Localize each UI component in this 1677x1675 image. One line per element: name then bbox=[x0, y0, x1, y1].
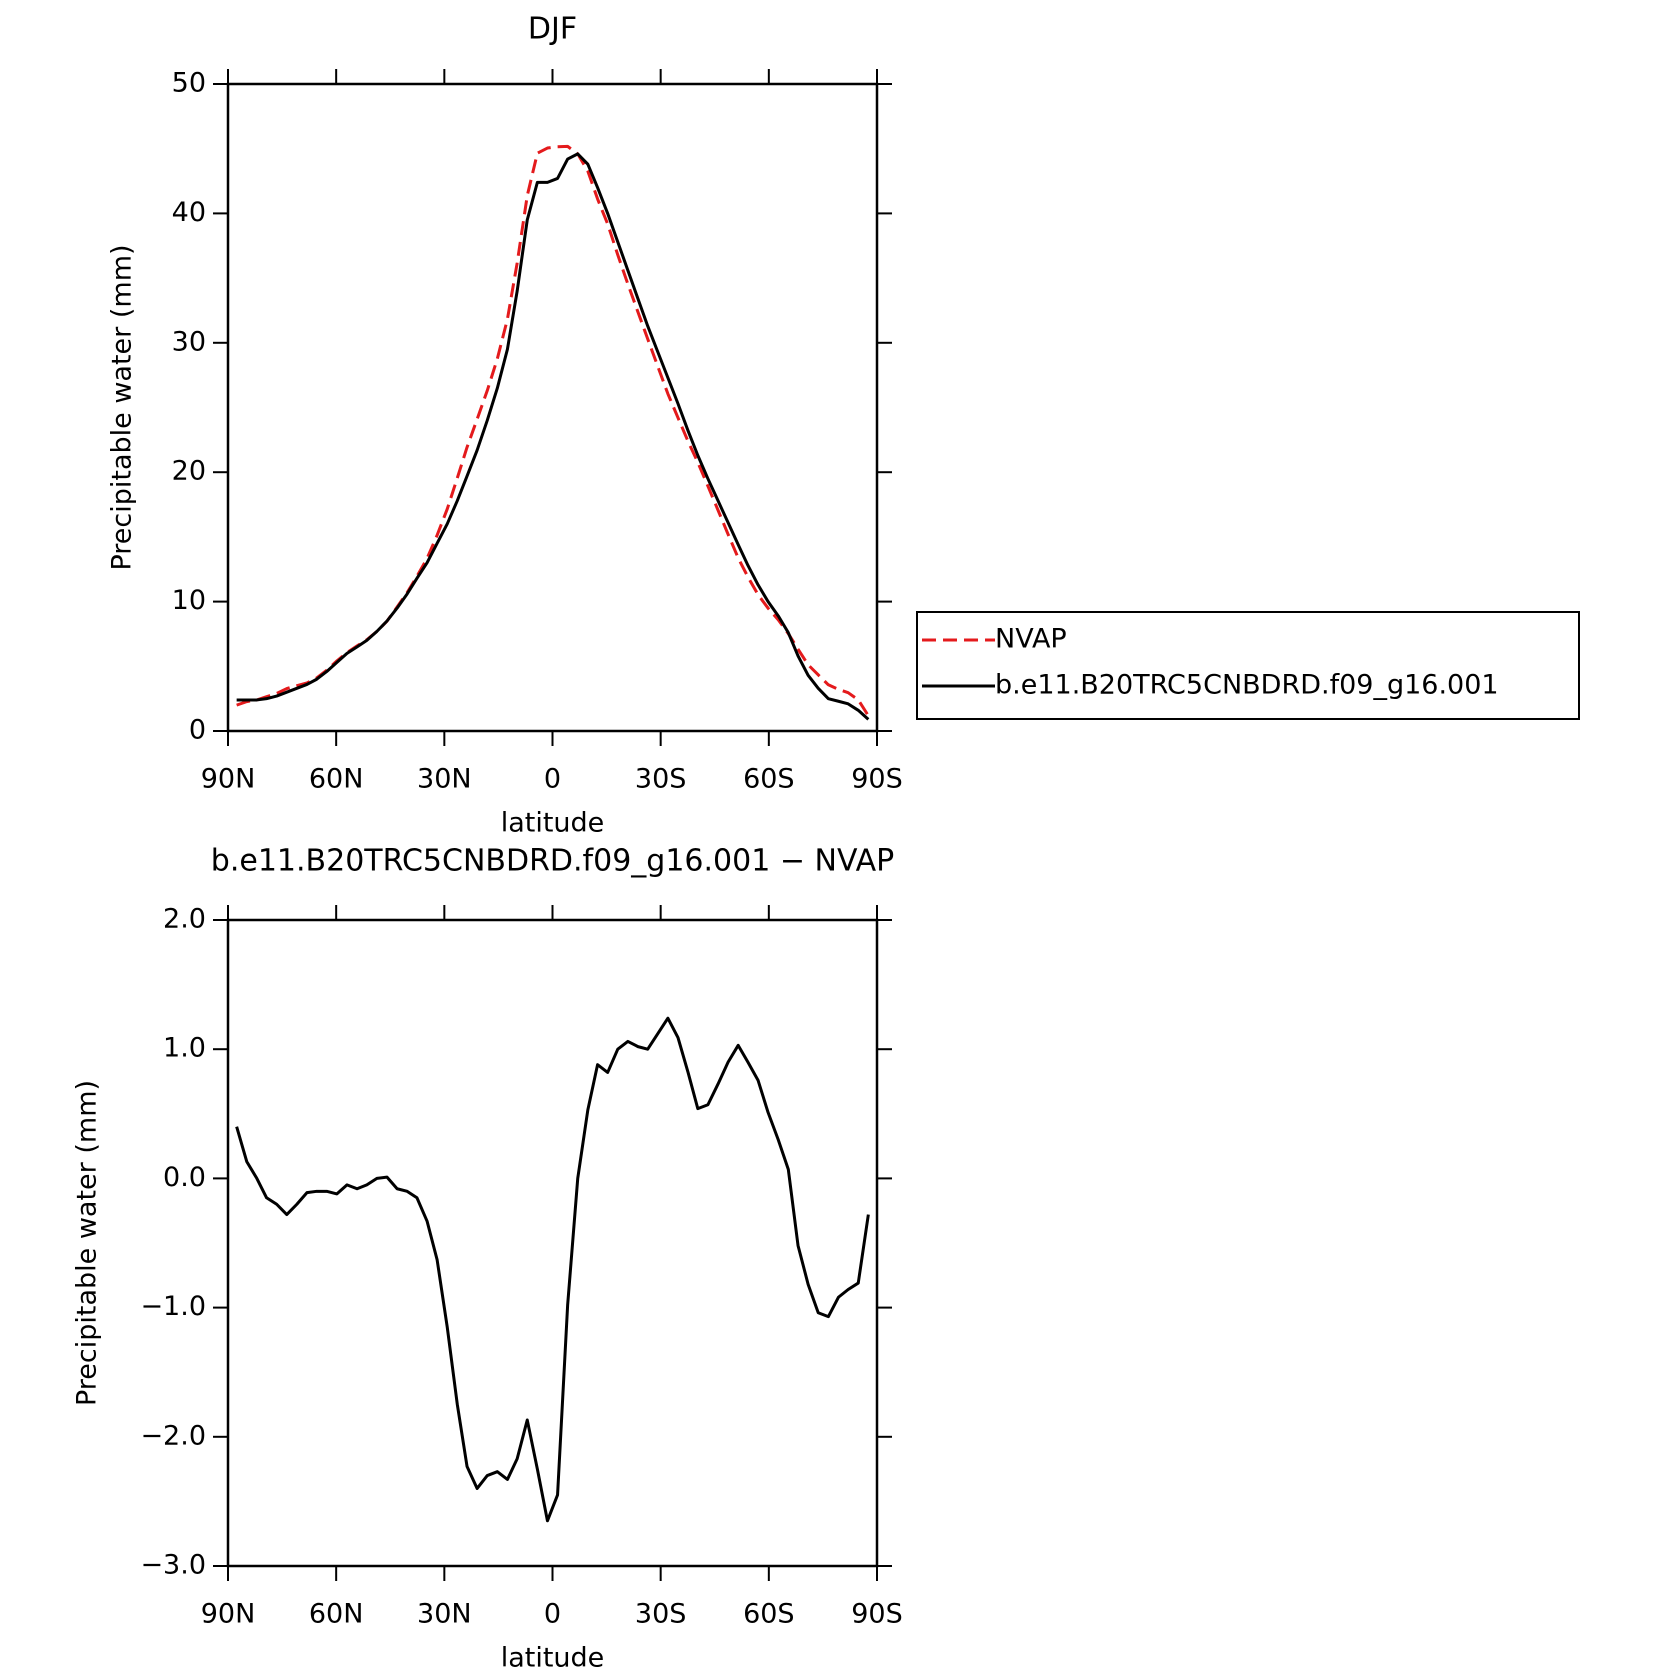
x-tick-label: 90S bbox=[851, 1599, 903, 1630]
x-tick-label: 0 bbox=[544, 764, 561, 795]
x-tick-label: 30N bbox=[417, 764, 472, 795]
x-tick-label: 30N bbox=[417, 1599, 472, 1630]
x-axis-label: latitude bbox=[501, 808, 605, 839]
x-tick-label: 90N bbox=[201, 764, 256, 795]
x-tick-label: 90S bbox=[851, 764, 903, 795]
x-tick-label: 60S bbox=[743, 764, 795, 795]
y-tick-label: 30 bbox=[172, 326, 206, 357]
plot-frame bbox=[226, 918, 879, 1568]
x-tick-label: 0 bbox=[544, 1599, 561, 1630]
legend-label: b.e11.B20TRC5CNBDRD.f09_g16.001 bbox=[995, 670, 1499, 701]
y-tick-label: −3.0 bbox=[140, 1550, 206, 1581]
y-axis-label: Precipitable water (mm) bbox=[107, 244, 138, 570]
x-tick-label: 90N bbox=[201, 1599, 256, 1630]
y-tick-label: 40 bbox=[172, 197, 206, 228]
data-line bbox=[236, 152, 870, 721]
x-tick-label: 60N bbox=[309, 764, 364, 795]
y-tick-label: 10 bbox=[172, 585, 206, 616]
legend-label: NVAP bbox=[995, 624, 1067, 655]
y-tick-label: 1.0 bbox=[163, 1033, 206, 1064]
y-tick-label: −2.0 bbox=[140, 1420, 206, 1451]
legend-box bbox=[916, 611, 1580, 720]
data-line bbox=[236, 144, 870, 717]
y-tick-label: 50 bbox=[172, 68, 206, 99]
plot-frame bbox=[226, 82, 879, 733]
x-tick-label: 30S bbox=[635, 764, 687, 795]
y-tick-label: 0.0 bbox=[163, 1162, 206, 1193]
y-tick-label: 2.0 bbox=[163, 904, 206, 935]
y-tick-label: 0 bbox=[189, 715, 206, 746]
x-tick-label: 60N bbox=[309, 1599, 364, 1630]
x-tick-label: 60S bbox=[743, 1599, 795, 1630]
y-tick-label: 20 bbox=[172, 456, 206, 487]
x-axis-label: latitude bbox=[501, 1643, 605, 1674]
y-tick-label: −1.0 bbox=[140, 1291, 206, 1322]
chart-title: DJF bbox=[528, 12, 577, 47]
y-axis-label: Precipitable water (mm) bbox=[72, 1080, 103, 1406]
data-line bbox=[235, 1016, 870, 1523]
chart-title: b.e11.B20TRC5CNBDRD.f09_g16.001 − NVAP bbox=[211, 844, 894, 879]
x-tick-label: 30S bbox=[635, 1599, 687, 1630]
